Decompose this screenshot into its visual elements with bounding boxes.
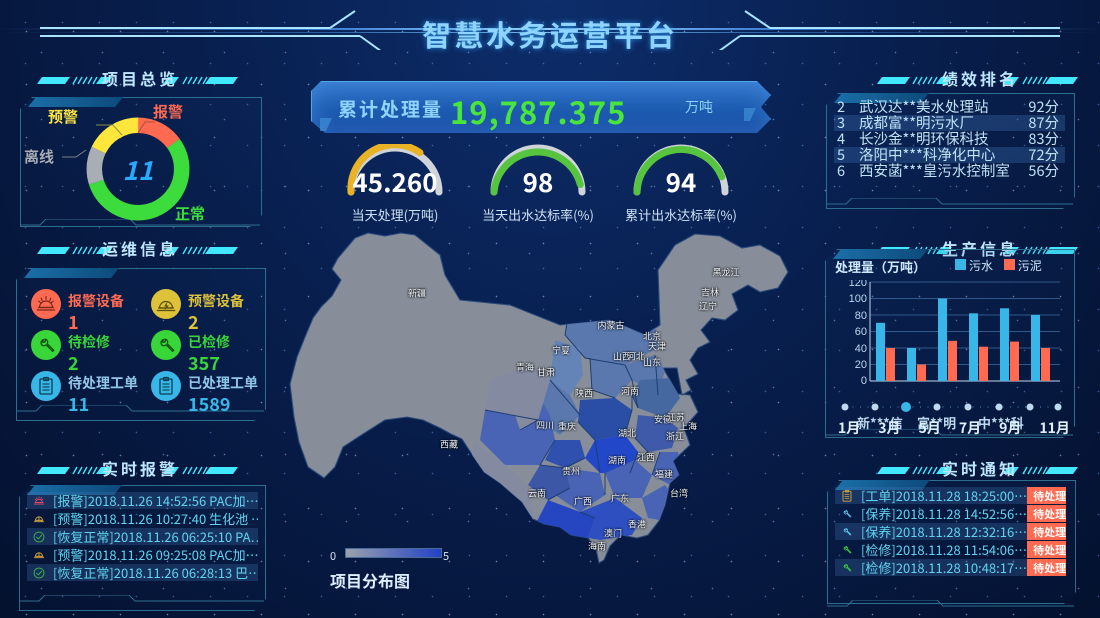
svg-text:120: 120 <box>849 280 867 289</box>
svg-text:20: 20 <box>855 359 867 371</box>
svg-text:0: 0 <box>861 375 867 387</box>
svg-text:80: 80 <box>855 310 867 322</box>
svg-text:100: 100 <box>849 293 867 305</box>
svg-text:60: 60 <box>855 326 867 338</box>
svg-text:40: 40 <box>855 343 867 355</box>
